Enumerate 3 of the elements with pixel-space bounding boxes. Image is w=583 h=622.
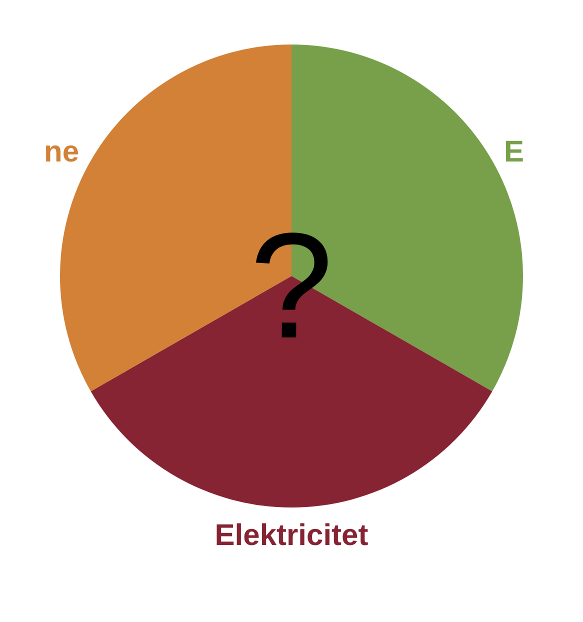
slice-label: ne — [44, 135, 80, 168]
slice-label: Elektricitet — [214, 518, 368, 552]
slice-label: E — [504, 135, 524, 168]
